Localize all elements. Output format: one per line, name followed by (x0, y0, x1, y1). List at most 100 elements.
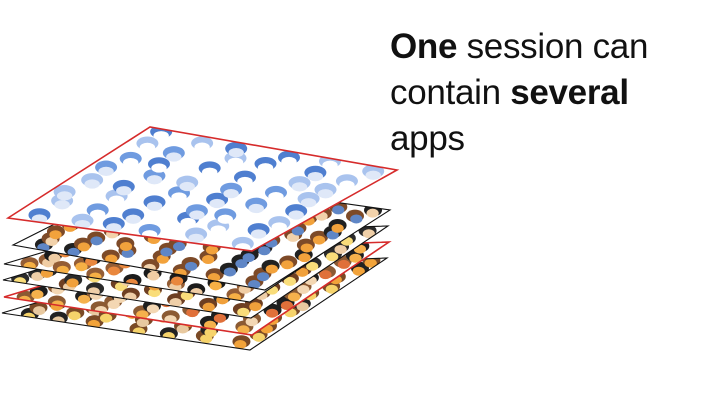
face-skin (339, 180, 355, 190)
face-skin (334, 244, 347, 254)
face-skin (202, 255, 215, 265)
face-skin (156, 254, 169, 264)
face-skin (108, 195, 125, 205)
face-skin (160, 247, 173, 257)
face-skin (146, 201, 163, 211)
face-skin (362, 229, 375, 239)
face-skin (162, 332, 175, 342)
face-skin (205, 245, 219, 255)
face-skin (98, 166, 114, 176)
face-skin (326, 252, 339, 262)
face-skin (258, 246, 271, 256)
face-skin (107, 266, 120, 276)
face-skin (234, 339, 247, 349)
face-skin (204, 328, 217, 338)
face-skin (331, 223, 344, 233)
face-skin (288, 210, 304, 220)
face-skin (265, 264, 278, 274)
face-skin (176, 324, 189, 334)
face-skin (75, 262, 88, 272)
face-skin (280, 301, 294, 311)
face-skin (298, 253, 311, 263)
face-skin (45, 237, 58, 247)
face-skin (147, 271, 160, 281)
face-skin (228, 147, 244, 158)
face-skin (173, 242, 186, 252)
face-skin (249, 302, 262, 312)
face-skin (213, 313, 227, 323)
face-skin (307, 171, 324, 182)
face-skin (210, 225, 226, 235)
face-skin (300, 243, 313, 253)
face-skin (116, 186, 132, 196)
face-skin (106, 223, 122, 233)
face-skin (146, 304, 160, 314)
face-skin (166, 152, 182, 162)
face-skin (217, 214, 233, 224)
face-skin (67, 247, 80, 257)
face-skin (189, 210, 205, 220)
face-skin (350, 214, 363, 224)
face-skin (146, 175, 163, 185)
face-skin (365, 170, 381, 180)
face-skin (136, 318, 149, 328)
face-skin (300, 198, 317, 208)
face-skin (227, 157, 244, 167)
slide-caption: One session can contain several apps (390, 24, 710, 162)
face-skin (139, 142, 156, 152)
face-skin (271, 222, 287, 232)
face-skin (180, 217, 196, 228)
face-skin (151, 163, 167, 173)
face-skin (252, 332, 265, 342)
face-skin (49, 230, 62, 240)
face-skin (148, 288, 161, 298)
face-skin (248, 280, 261, 290)
face-skin (125, 214, 141, 224)
face-skin (31, 289, 44, 299)
face-skin (194, 142, 210, 152)
face-skin (352, 266, 365, 276)
face-skin (68, 311, 81, 321)
face-skin (242, 253, 255, 263)
face-skin (209, 198, 225, 209)
face-skin (366, 208, 379, 218)
layer-top-selected-app-icons (28, 127, 385, 251)
face-skin (171, 192, 187, 202)
face-skin (121, 248, 134, 258)
face-skin (170, 276, 184, 286)
face-skin (207, 273, 221, 283)
face-skin (223, 188, 239, 199)
face-skin (100, 313, 113, 323)
face-skin (281, 156, 297, 167)
face-skin (297, 284, 310, 294)
caption-text-session: session can contain (390, 27, 649, 112)
face-skin (237, 325, 250, 335)
face-skin (296, 267, 309, 277)
face-skin (186, 308, 199, 318)
face-skin (90, 209, 106, 219)
face-skin (291, 182, 308, 192)
face-skin (317, 189, 334, 199)
face-skin (296, 302, 309, 312)
face-skin (84, 179, 100, 189)
face-skin (257, 163, 274, 173)
face-skin (56, 191, 73, 201)
face-skin (23, 261, 36, 271)
face-skin (223, 267, 237, 277)
face-skin (169, 298, 182, 308)
face-skin (202, 302, 215, 312)
face-skin (325, 284, 338, 294)
face-skin (77, 294, 91, 304)
face-skin (180, 291, 194, 301)
face-skin (105, 254, 118, 264)
face-skin (54, 200, 70, 210)
face-skin (332, 205, 345, 215)
face-skin (306, 261, 319, 271)
face-skin (268, 192, 284, 202)
face-skin (237, 307, 250, 317)
face-skin (237, 176, 253, 187)
face-skin (256, 272, 270, 282)
face-skin (248, 203, 264, 214)
face-skin (281, 260, 294, 270)
